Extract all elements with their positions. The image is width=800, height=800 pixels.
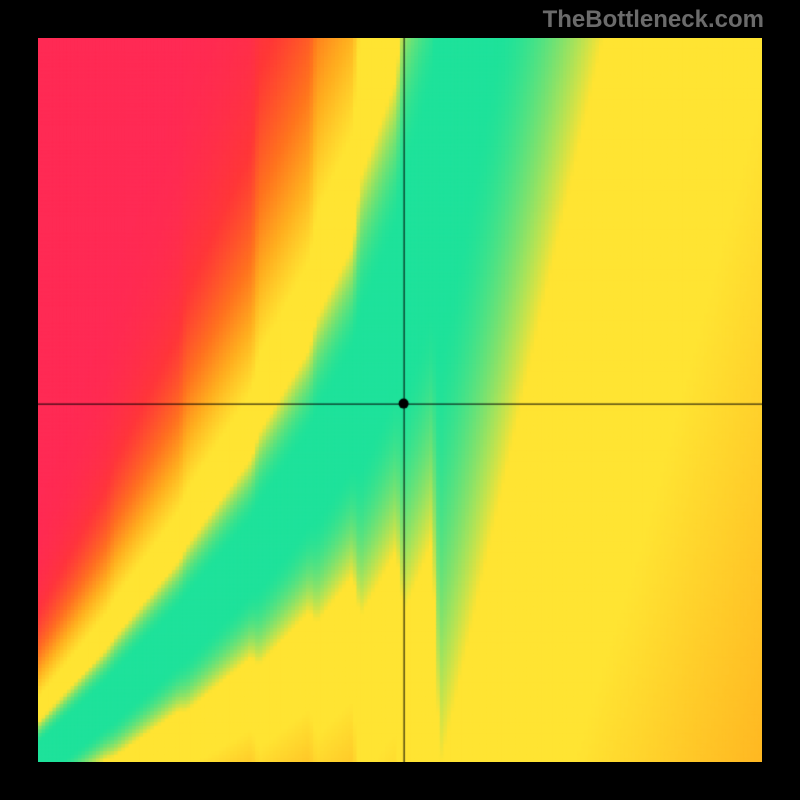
bottleneck-heatmap <box>38 38 762 762</box>
chart-container: TheBottleneck.com <box>0 0 800 800</box>
watermark-text: TheBottleneck.com <box>543 6 764 34</box>
